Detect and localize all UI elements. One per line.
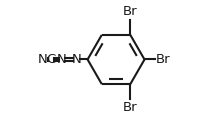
Text: Br: Br bbox=[156, 53, 171, 66]
Text: N: N bbox=[72, 53, 81, 66]
Text: N: N bbox=[57, 53, 67, 66]
Text: Br: Br bbox=[123, 101, 138, 114]
Text: Br: Br bbox=[123, 5, 138, 18]
Text: N: N bbox=[37, 53, 47, 66]
Text: C: C bbox=[46, 53, 56, 66]
